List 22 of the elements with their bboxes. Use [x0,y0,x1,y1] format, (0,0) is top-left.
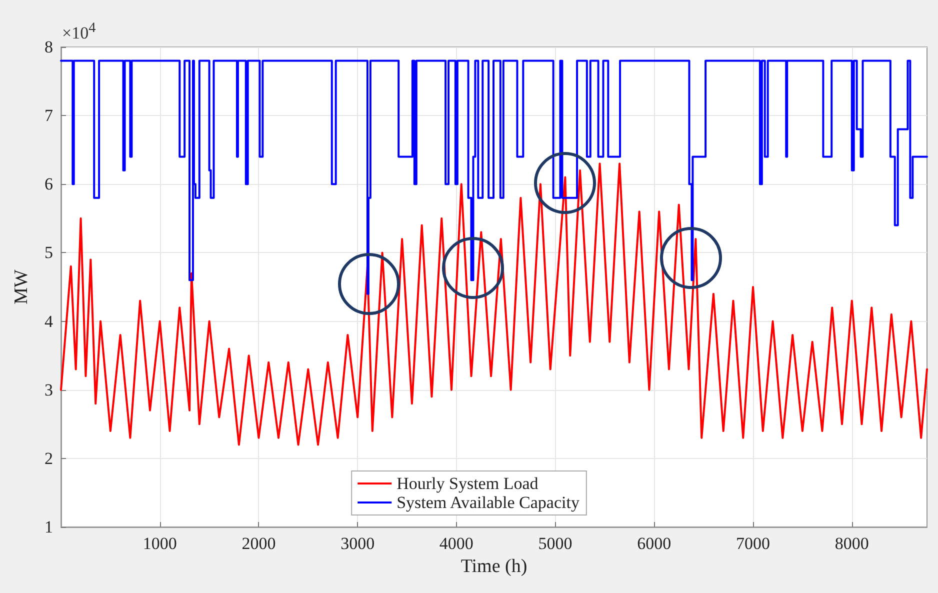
y-tick-label: 6 [44,174,53,194]
x-tick-label: 5000 [538,534,572,553]
y-tick-label: 4 [44,312,54,331]
legend-label: Hourly System Load [396,474,539,493]
x-tick-label: 8000 [834,534,869,553]
x-tick-label: 3000 [340,534,375,553]
y-tick-label: 1 [44,518,53,536]
x-axis-title: Time (h) [460,556,528,577]
y-tick-label: 8 [44,38,53,56]
y-tick-label: 2 [44,448,53,468]
x-tick-label: 6000 [637,534,672,553]
line-series [60,162,928,446]
x-tick-label: 4000 [439,534,474,553]
y-axis-title: MW [11,270,32,304]
legend-label: System Available Capacity [396,493,580,512]
y-tick-label: 5 [44,243,53,262]
y-tick-label: 7 [44,106,54,126]
text: ×10$^{4}$ [62,20,96,44]
x-tick-label: 2000 [242,534,276,553]
x-tick-label: 1000 [142,534,177,553]
x-tick-label: 7000 [736,534,770,553]
y-tick-label: 3 [44,380,53,400]
